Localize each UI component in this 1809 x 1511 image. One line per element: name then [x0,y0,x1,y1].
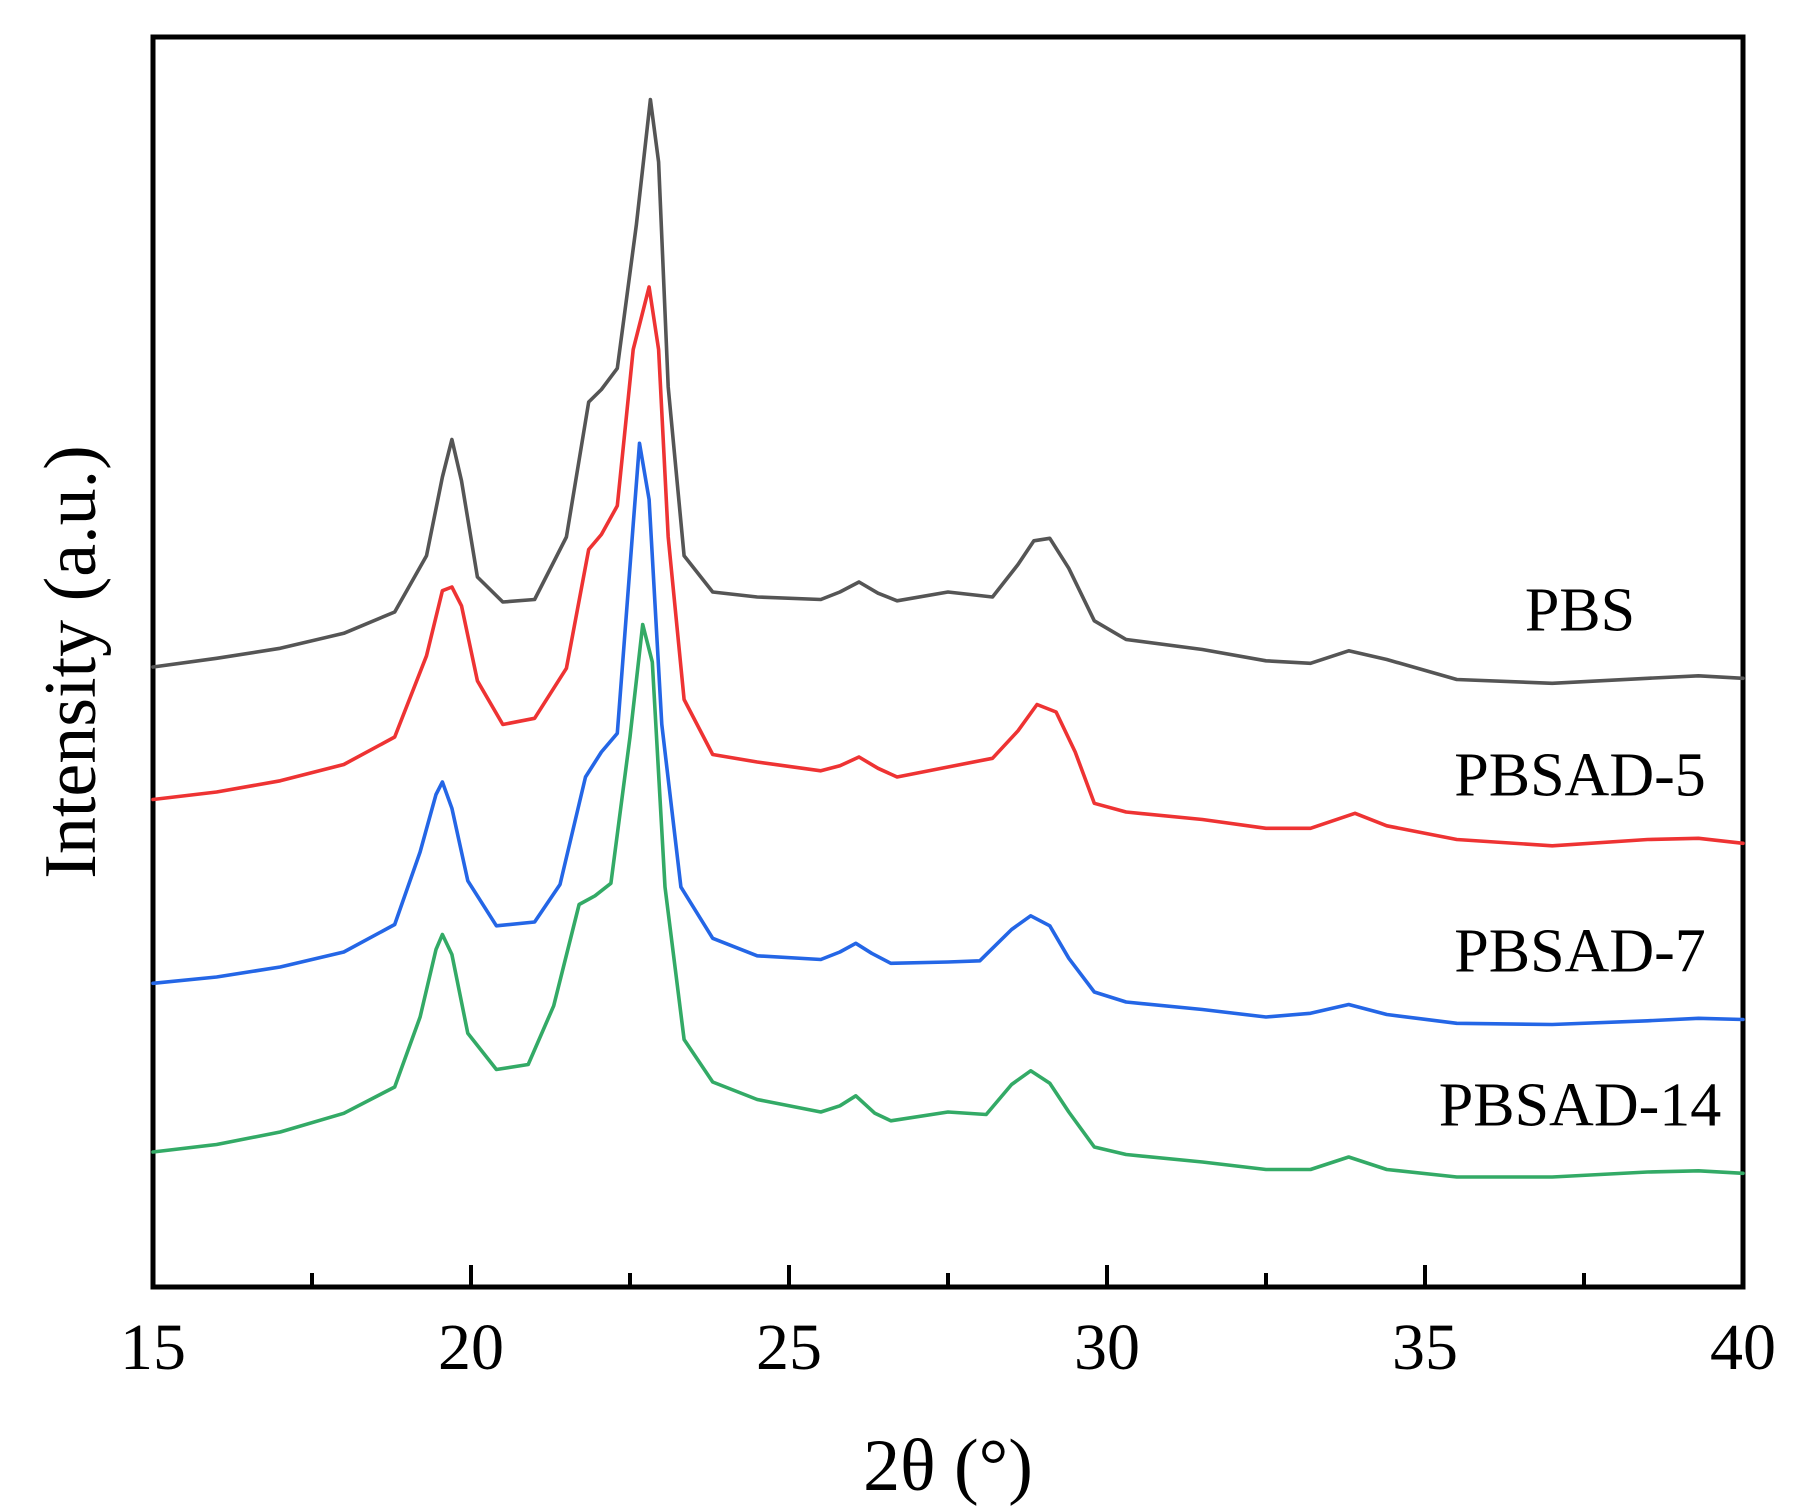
x-tick-label: 30 [1074,1311,1140,1384]
series-line-pbsad-14 [151,622,1745,1179]
x-axis-tick-labels: 15 20 25 30 35 40 [120,1311,1776,1384]
series-label-pbsad-7: PBSAD-7 [1454,918,1706,986]
y-axis-title: Intensity (a.u.) [30,445,112,879]
series-label-pbsad-14: PBSAD-14 [1439,1071,1722,1139]
x-tick-label: 15 [120,1311,186,1384]
series-line-pbsad-5 [151,285,1745,848]
series-line-pbsad-7 [151,441,1745,1027]
series-label-pbs: PBS [1525,576,1635,644]
x-axis-title: 2θ (°) [863,1425,1033,1507]
x-tick-label: 35 [1392,1311,1458,1384]
x-axis-ticks [151,1265,1745,1287]
series-lines [151,97,1745,1179]
x-tick-label: 40 [1710,1311,1776,1384]
series-labels: PBS PBSAD-5 PBSAD-7 PBSAD-14 [1439,576,1722,1139]
x-tick-label: 20 [438,1311,504,1384]
x-tick-label: 25 [756,1311,822,1384]
series-label-pbsad-5: PBSAD-5 [1454,741,1706,809]
series-line-pbs [151,97,1745,686]
